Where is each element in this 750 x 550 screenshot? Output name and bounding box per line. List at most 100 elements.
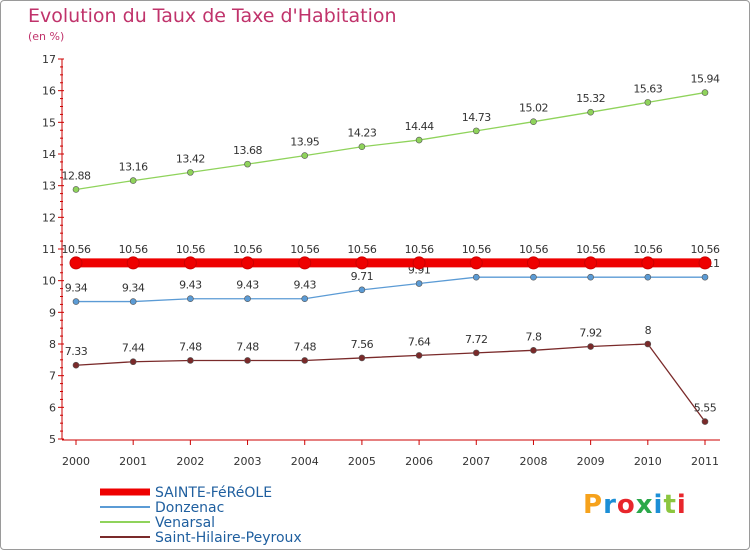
data-point	[244, 160, 251, 168]
data-label: 13.95	[290, 136, 319, 149]
data-label: 7.8	[525, 330, 541, 343]
x-tick-label-2005: 2005	[348, 455, 376, 468]
x-tick-label-2006: 2006	[405, 455, 433, 468]
x-tick-label-2011: 2011	[691, 455, 719, 468]
data-point	[72, 186, 80, 193]
chart-subtitle: (en %)	[28, 30, 65, 43]
data-label: 15.63	[633, 82, 662, 95]
data-label: 10.56	[633, 243, 662, 256]
data-point	[301, 357, 309, 364]
data-point	[644, 340, 652, 348]
y-tick-label-6: 6	[49, 401, 56, 414]
x-tick-label-2001: 2001	[119, 455, 147, 468]
data-point	[415, 280, 423, 287]
data-label: 15.94	[691, 73, 720, 86]
data-point	[129, 177, 137, 184]
data-point	[183, 256, 197, 270]
data-label: 7.48	[179, 340, 202, 353]
data-point	[358, 354, 366, 362]
data-label: 14.73	[462, 111, 491, 124]
data-point	[415, 352, 423, 359]
data-point	[129, 358, 137, 366]
y-tick-label-14: 14	[42, 148, 56, 161]
series-layer: 12.88 13.16 13.42 13.68 13.95 14.23 14.44 14.73…	[62, 73, 720, 425]
data-label: 7.44	[122, 342, 145, 355]
y-tick-label-11: 11	[42, 243, 56, 256]
data-label: 10.56	[233, 243, 262, 256]
data-label: 13.68	[233, 144, 262, 157]
data-label: 10.56	[691, 243, 720, 256]
logo-letter: o	[616, 490, 636, 520]
data-label: 9.43	[293, 279, 316, 292]
legend-label-2: Venarsal	[155, 515, 215, 531]
data-point	[526, 256, 540, 270]
data-label: 5.55	[694, 402, 717, 415]
data-point	[358, 143, 366, 151]
logo-letter: P	[583, 490, 604, 520]
series-line	[75, 91, 706, 191]
data-point	[301, 152, 309, 159]
data-label: 14.23	[347, 127, 376, 140]
y-tick-label-10: 10	[42, 275, 56, 288]
data-label: 13.42	[176, 152, 205, 165]
data-label: 10.56	[176, 243, 205, 256]
y-tick-label-16: 16	[42, 85, 56, 98]
legend: SAINTE-FéRéOLEDonzenacVenarsalSaint-Hila…	[100, 485, 302, 546]
logo-letter: i	[653, 490, 664, 520]
data-point	[244, 295, 251, 303]
data-point	[187, 295, 194, 303]
data-label: 9.71	[351, 270, 374, 283]
data-label: 9.43	[236, 279, 259, 292]
data-point	[358, 286, 366, 294]
data-point	[472, 127, 480, 135]
y-tick-label-9: 9	[49, 306, 56, 319]
data-label: 10.56	[290, 243, 319, 256]
x-tick-label-2010: 2010	[634, 455, 662, 468]
data-point	[701, 418, 709, 425]
y-tick-label-15: 15	[42, 116, 56, 129]
data-label: 7.56	[351, 338, 374, 351]
x-tick-label-2004: 2004	[291, 455, 319, 468]
y-tick-label-5: 5	[49, 433, 56, 446]
data-point	[530, 347, 537, 354]
axes: 5 6 7 8 9 10 11 12 13 14 15 16 17 2000 2001 2002 2003 200…	[42, 53, 720, 468]
data-label: 7.72	[465, 333, 488, 346]
logo-letter: r	[603, 490, 617, 520]
series-line	[75, 343, 706, 422]
data-point	[72, 361, 80, 369]
data-label: 10.56	[119, 243, 148, 256]
y-tick-label-12: 12	[42, 211, 56, 224]
data-label: 10.56	[405, 243, 434, 256]
data-label: 10.56	[462, 243, 491, 256]
data-point	[698, 256, 712, 270]
data-label: 10.56	[576, 243, 605, 256]
data-point	[472, 273, 480, 281]
y-tick-label-8: 8	[49, 338, 56, 351]
data-point	[187, 357, 194, 364]
data-point	[126, 256, 140, 270]
data-label: 7.48	[293, 340, 316, 353]
legend-label-0: SAINTE-FéRéOLE	[155, 485, 272, 501]
data-label: 8	[645, 324, 652, 337]
data-point	[641, 256, 655, 270]
data-point	[298, 256, 312, 270]
x-tick-label-2007: 2007	[462, 455, 490, 468]
logo-letter: x	[635, 490, 654, 520]
x-tick-label-2008: 2008	[519, 455, 547, 468]
data-point	[469, 256, 483, 270]
data-point	[701, 89, 709, 96]
data-label: 7.64	[408, 335, 431, 348]
logo-letter: t	[663, 490, 677, 520]
data-label: 10.56	[62, 243, 91, 256]
data-point	[644, 99, 652, 106]
data-label: 9.34	[65, 282, 88, 295]
data-point	[587, 108, 594, 116]
x-tick-label-2009: 2009	[577, 455, 605, 468]
data-point	[587, 273, 594, 281]
legend-label-1: Donzenac	[155, 500, 224, 516]
data-label: 14.44	[405, 120, 434, 133]
data-point	[355, 256, 369, 270]
data-label: 9.34	[122, 282, 145, 295]
data-point	[530, 118, 537, 125]
